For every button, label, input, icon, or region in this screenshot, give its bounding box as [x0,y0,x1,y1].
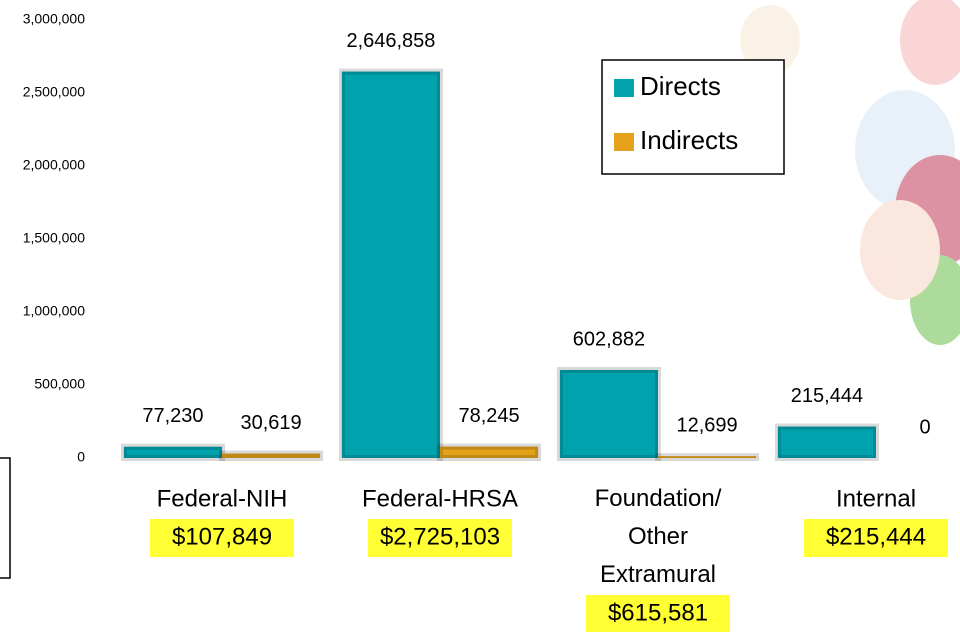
total-label: $615,581 [608,599,708,626]
bar [342,72,440,458]
data-label: 215,444 [791,385,863,407]
y-tick-label: 1,500,000 [23,230,85,246]
data-label: 77,230 [142,405,203,427]
data-label: 30,619 [240,412,301,434]
legend-label: Indirects [640,125,738,155]
bar [440,447,538,458]
bar [222,454,320,458]
total-label: $107,849 [172,523,272,550]
data-label: 12,699 [676,414,737,436]
y-tick-label: 2,500,000 [23,84,85,100]
y-tick-label: 0 [77,449,85,465]
y-tick-label: 500,000 [34,376,85,392]
y-tick-label: 3,000,000 [23,11,85,27]
x-tick-label: Internal [836,485,916,512]
bar [124,447,222,458]
x-tick-label: Federal-NIH [157,485,288,512]
legend-swatch [614,133,634,151]
chart: 0 500,000 1,000,000 1,500,000 2,000,000 2,500… [0,0,960,632]
y-tick-label: 2,000,000 [23,157,85,173]
legend-swatch [614,79,634,97]
data-label: 602,882 [573,328,645,350]
data-label: 2,646,858 [346,30,435,52]
total-label: $215,444 [826,523,926,550]
bar [778,427,876,458]
y-tick-label: 1,000,000 [23,303,85,319]
x-tick-label: Federal-HRSA [362,485,518,512]
total-label: $2,725,103 [380,523,500,550]
bar [658,456,756,458]
legend-label: Directs [640,71,721,101]
bar [560,370,658,458]
side-box [0,458,10,578]
data-label: 0 [919,416,930,438]
data-label: 78,245 [458,405,519,427]
